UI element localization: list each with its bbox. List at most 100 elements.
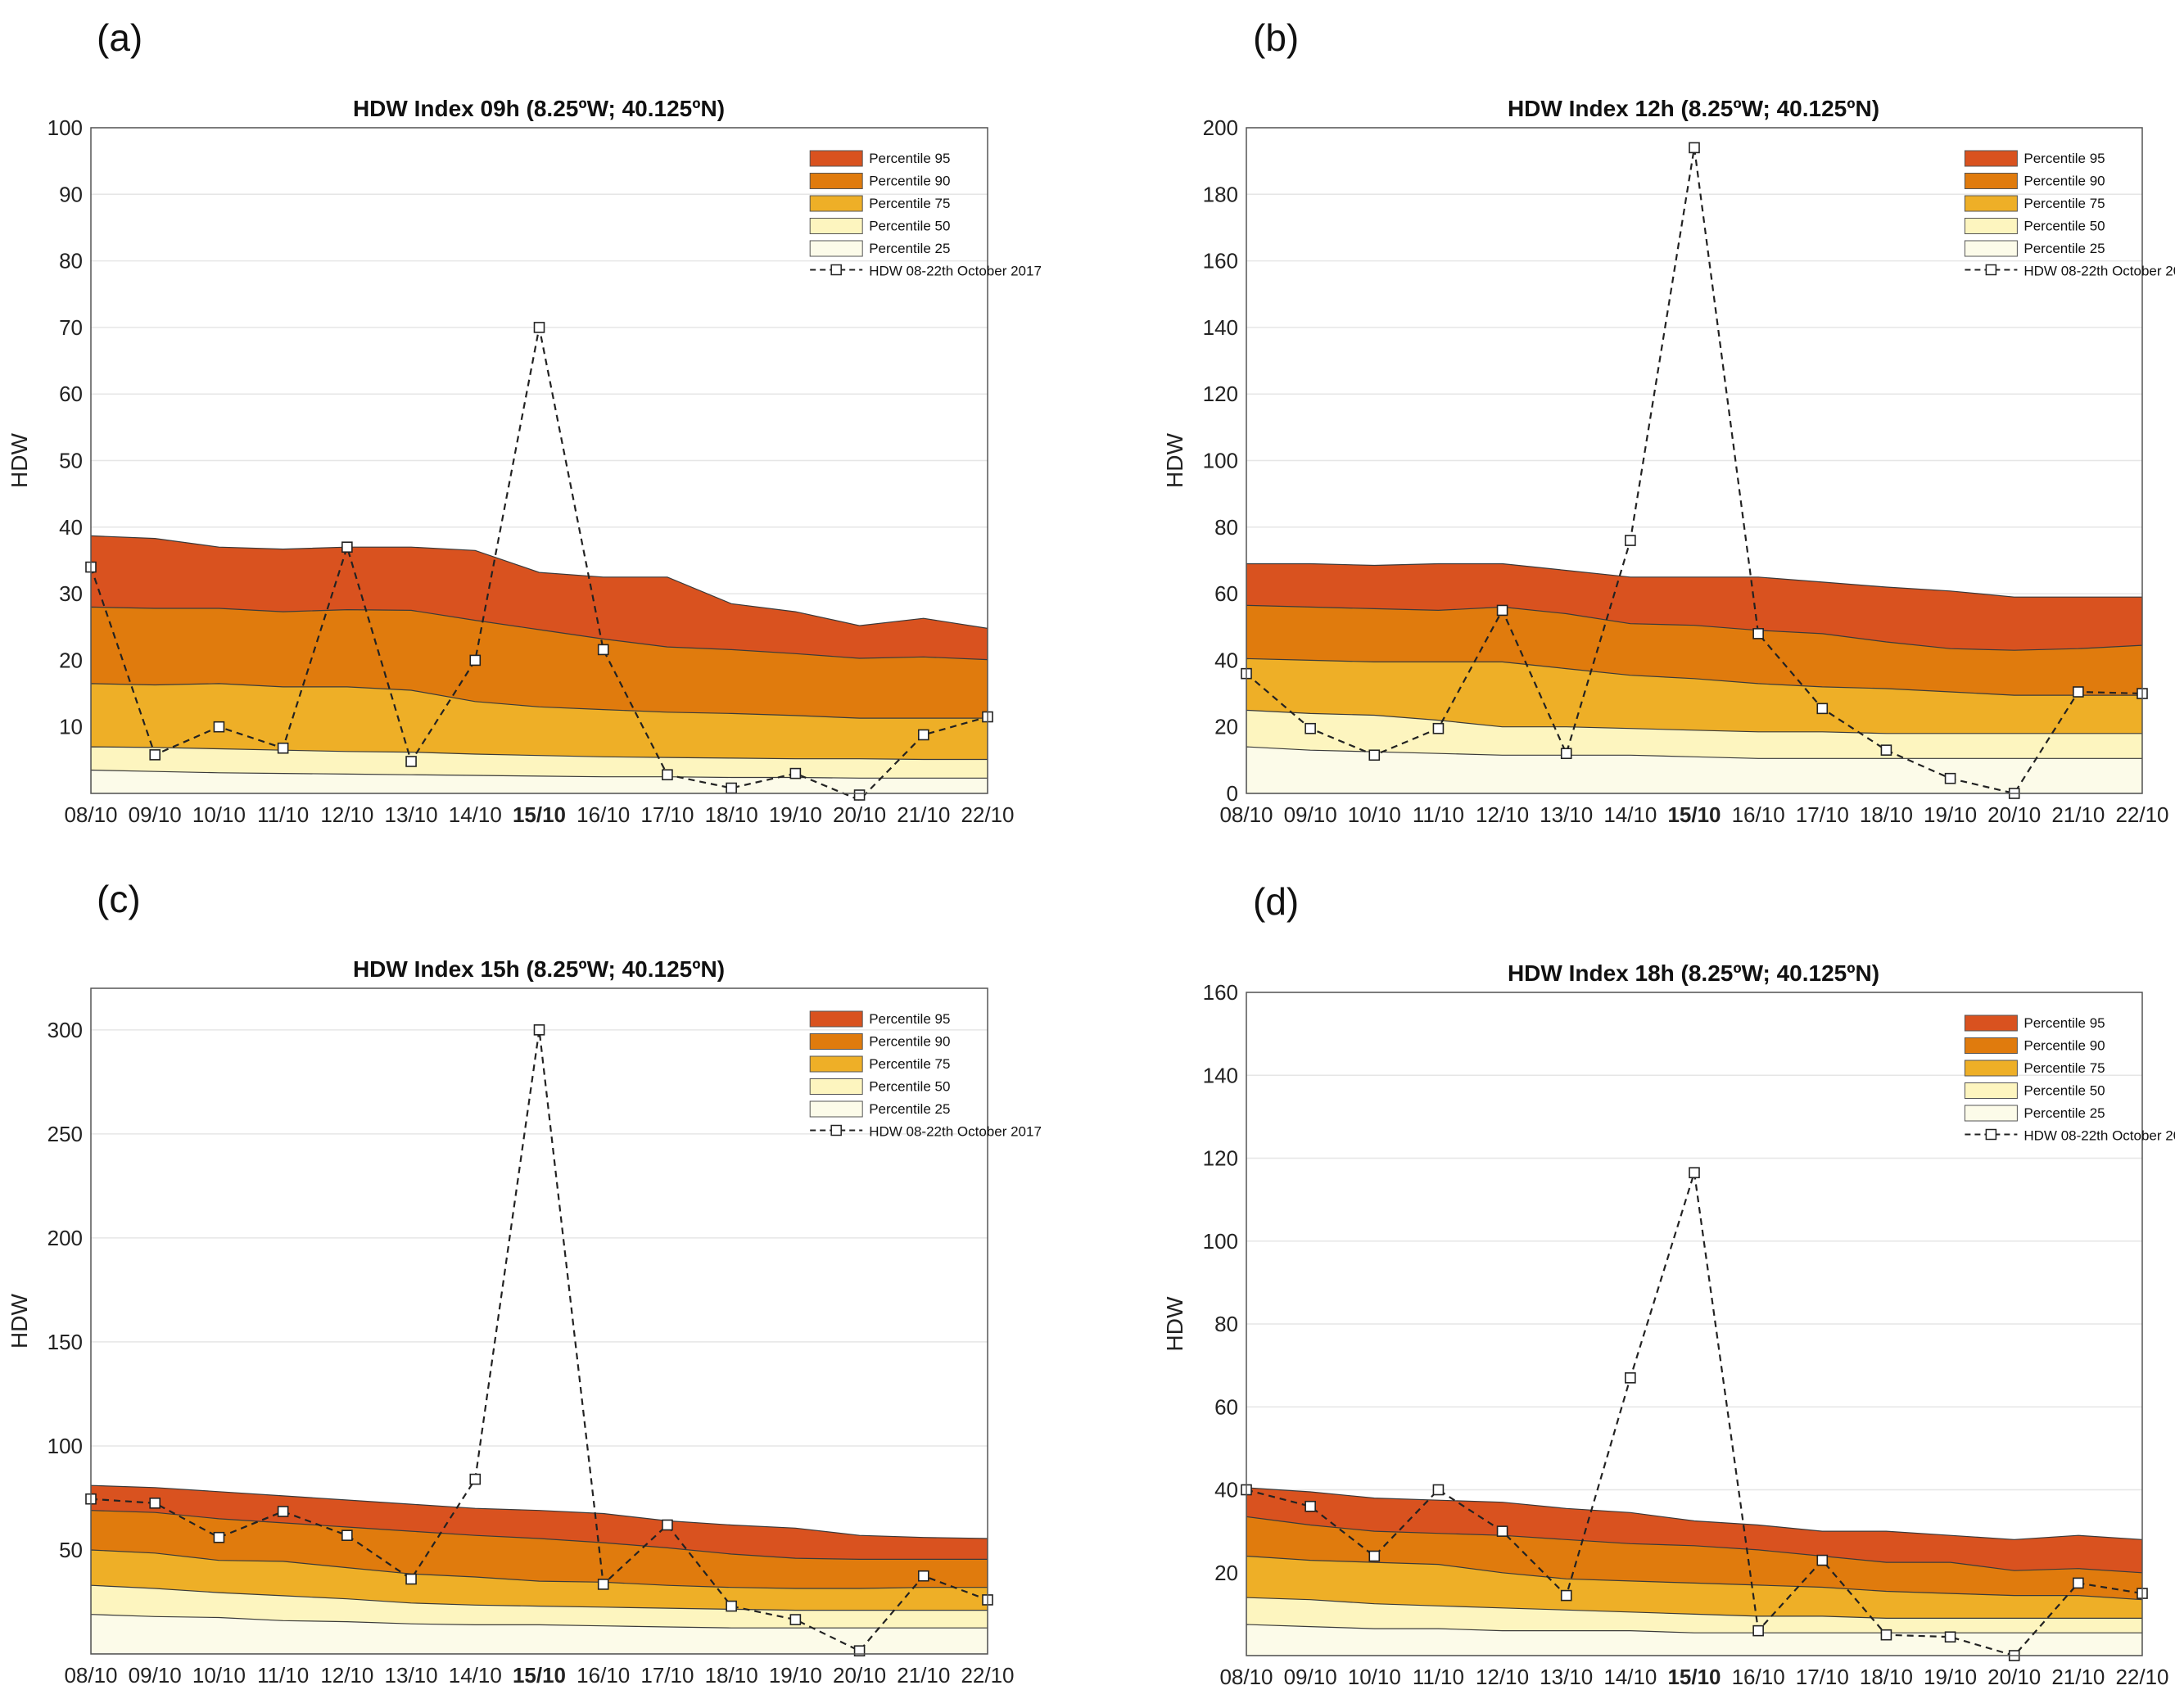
- x-tick-label: 14/10: [449, 1663, 502, 1688]
- hdw-marker: [853, 1645, 866, 1656]
- y-tick-label: 50: [59, 449, 83, 473]
- hdw-marker: [149, 749, 161, 761]
- hdw-marker: [1689, 1167, 1700, 1179]
- y-tick-label: 100: [1203, 449, 1238, 473]
- hdw-marker: [2073, 1577, 2084, 1589]
- y-tick-label: 30: [59, 581, 83, 606]
- axis-box: [90, 987, 988, 1655]
- x-tick-label: 19/10: [1924, 802, 1977, 827]
- y-tick-label: 80: [1214, 1312, 1238, 1336]
- hdw-marker: [149, 1498, 161, 1509]
- x-tick-label: 22/10: [961, 1663, 1014, 1688]
- legend-marker-hdw: [830, 264, 842, 276]
- chart-panel-3: (c) HDW Index 15h (8.25ºW; 40.125ºN) 50 100…: [7, 878, 1042, 1688]
- y-tick-label: 40: [59, 515, 83, 540]
- hdw-marker: [1880, 744, 1892, 756]
- y-tick-label: 300: [47, 1018, 83, 1042]
- x-tick-label: 09/10: [129, 802, 182, 827]
- x-tick-label: 20/10: [833, 1663, 886, 1688]
- y-tick-label: 0: [1227, 781, 1238, 806]
- y-tick-label: 70: [59, 315, 83, 340]
- y-tick-label: 20: [59, 648, 83, 672]
- hdw-marker: [1368, 749, 1381, 761]
- panel-label: (a): [97, 16, 142, 59]
- y-tick-label: 250: [47, 1122, 83, 1146]
- y-tick-label: 80: [59, 249, 83, 273]
- x-tick-label: 18/10: [1860, 802, 1913, 827]
- x-tick-label: 17/10: [1796, 802, 1849, 827]
- panel-label: (c): [97, 878, 141, 920]
- x-tick-label: 11/10: [257, 1663, 309, 1688]
- legend-entry: Percentile 50: [2024, 1083, 2105, 1099]
- x-tick-label: 18/10: [1860, 1665, 1913, 1689]
- y-tick-label: 160: [1203, 249, 1238, 273]
- chart-title: HDW Index 09h (8.25ºW; 40.125ºN): [353, 96, 725, 121]
- hdw-marker: [1432, 722, 1445, 734]
- x-tick-label: 20/10: [833, 802, 886, 827]
- x-tick-label: 09/10: [1284, 802, 1337, 827]
- legend-entry: Percentile 95: [869, 151, 950, 166]
- legend-entry: Percentile 25: [869, 1101, 950, 1117]
- legend-entry: Percentile 25: [2024, 241, 2105, 256]
- hdw-marker: [1625, 1372, 1636, 1384]
- y-tick-label: 140: [1203, 1063, 1238, 1087]
- x-tick-label: 15/10: [513, 802, 566, 827]
- x-tick-label: 11/10: [1413, 802, 1464, 827]
- legend-entry: Percentile 95: [869, 1011, 950, 1027]
- legend-entry: Percentile 25: [2024, 1105, 2105, 1121]
- legend-swatch-p75: [1964, 1060, 2018, 1077]
- x-tick-label: 18/10: [705, 1663, 758, 1688]
- legend-entry: HDW 08-22th October 2017: [869, 1124, 1042, 1140]
- x-tick-label: 19/10: [769, 1663, 822, 1688]
- x-tick-label: 14/10: [1603, 1665, 1657, 1689]
- legend-swatch-p25: [1964, 1105, 2018, 1122]
- legend-marker-hdw: [1985, 1128, 1997, 1141]
- legend-marker-hdw: [830, 1124, 842, 1136]
- y-axis-label: HDW: [1162, 1296, 1187, 1351]
- hdw-marker: [1496, 604, 1508, 617]
- x-tick-label: 09/10: [129, 1663, 182, 1688]
- y-tick-label: 10: [59, 715, 83, 739]
- hdw-marker: [469, 654, 482, 666]
- legend-entry: Percentile 50: [2024, 219, 2105, 234]
- legend-entry: Percentile 75: [2024, 196, 2105, 211]
- y-tick-label: 160: [1203, 980, 1238, 1005]
- legend-entry: HDW 08-22th October 2017: [2024, 1128, 2175, 1144]
- hdw-marker: [1816, 703, 1829, 715]
- y-tick-label: 60: [1214, 581, 1238, 606]
- hdw-marker: [726, 1600, 737, 1612]
- axis-box: [90, 127, 988, 794]
- y-tick-label: 90: [59, 182, 83, 206]
- legend-marker-hdw: [1985, 264, 1997, 276]
- y-tick-label: 120: [1203, 382, 1238, 406]
- x-tick-label: 17/10: [640, 1663, 694, 1688]
- legend: Percentile 95 Percentile 90 Percentile 75 P…: [1964, 150, 2175, 279]
- legend-swatch-p25: [1964, 240, 2018, 257]
- x-tick-label: 19/10: [769, 802, 822, 827]
- hdw-marker: [597, 1579, 609, 1590]
- x-tick-label: 16/10: [577, 1663, 630, 1688]
- x-tick-label: 20/10: [1987, 802, 2041, 827]
- x-tick-label: 20/10: [1987, 1665, 2041, 1689]
- legend-swatch-p75: [809, 1055, 863, 1073]
- hdw-marker: [597, 644, 609, 656]
- y-tick-label: 60: [1214, 1394, 1238, 1419]
- band-percentile-25: [91, 769, 988, 793]
- y-tick-label: 20: [1214, 715, 1238, 739]
- legend-swatch-p50: [1964, 218, 2018, 234]
- y-tick-label: 60: [59, 382, 83, 406]
- legend-swatch-p25: [809, 1100, 863, 1118]
- legend-swatch-p90: [1964, 1037, 2018, 1054]
- hdw-marker: [726, 782, 737, 794]
- x-tick-label: 12/10: [1476, 1665, 1529, 1689]
- percentile-bands: [1246, 1487, 2142, 1656]
- hdw-marker: [341, 1530, 353, 1541]
- legend: Percentile 95 Percentile 90 Percentile 75 P…: [1964, 1014, 2175, 1144]
- legend-entry: Percentile 90: [869, 174, 950, 189]
- percentile-bands: [91, 535, 988, 793]
- hdw-marker: [1880, 1629, 1892, 1641]
- hdw-marker: [405, 1573, 417, 1585]
- legend-swatch-p50: [809, 1078, 863, 1095]
- legend-entry: Percentile 95: [2024, 151, 2105, 166]
